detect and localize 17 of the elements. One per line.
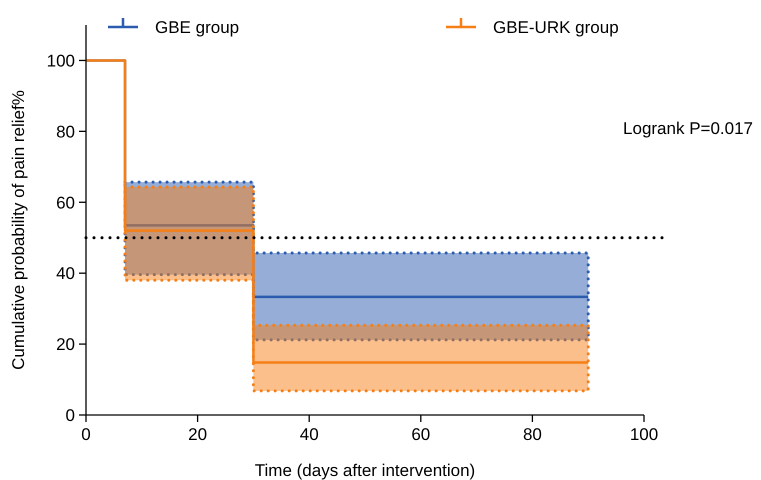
x-tick-label: 60: [411, 425, 430, 444]
x-tick-label: 80: [522, 425, 542, 444]
y-tick-label: 40: [56, 264, 75, 284]
y-tick-label: 80: [56, 122, 75, 142]
annotation: Logrank P=0.017: [623, 119, 753, 138]
x-tick-label: 100: [630, 425, 658, 444]
y-tick-label: 60: [56, 193, 75, 212]
y-tick-label: 20: [56, 335, 75, 354]
x-axis-title: Time (days after intervention): [254, 461, 476, 480]
x-tick-label: 0: [81, 425, 91, 444]
legend-label: GBE-URK group: [493, 18, 619, 37]
legend-label: GBE group: [155, 18, 240, 37]
y-tick-label: 0: [66, 406, 75, 425]
x-tick-label: 20: [188, 425, 208, 444]
y-tick-label: 100: [46, 51, 75, 70]
y-axis-title: Cumulative probability of pain relief%: [9, 90, 28, 370]
x-tick-label: 40: [300, 425, 319, 444]
